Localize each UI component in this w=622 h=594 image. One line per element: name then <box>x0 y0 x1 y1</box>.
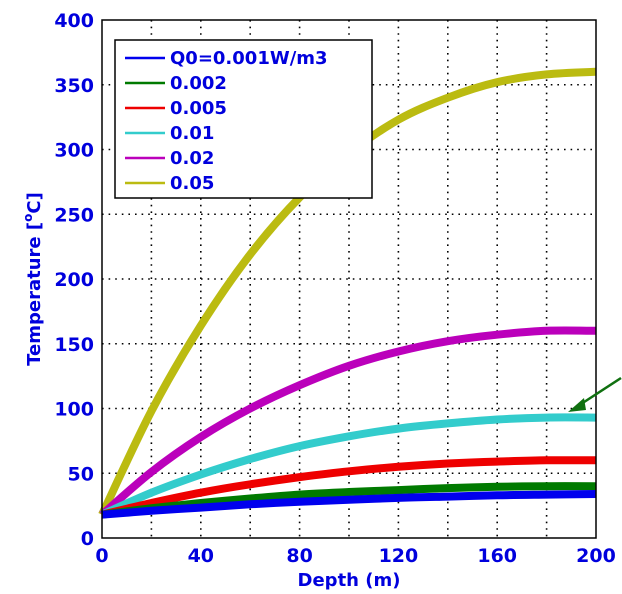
series-line <box>101 482 597 519</box>
x-tick-label: 0 <box>95 545 108 567</box>
y-tick-label: 200 <box>54 269 94 291</box>
y-tick-label: 300 <box>54 140 94 162</box>
legend: Q0=0.001W/m3 0.002 0.005 0.01 0.02 0.05 <box>114 39 373 199</box>
series-line <box>101 490 597 519</box>
y-axis-label: Temperature [oC] <box>21 192 45 366</box>
x-tick-labels: 0 40 80 120 160 200 <box>95 545 615 567</box>
series-line <box>101 456 597 519</box>
arrow-shaft <box>577 376 622 408</box>
x-tick-label: 160 <box>477 545 517 567</box>
y-axis-label-main: Temperature [ <box>24 222 45 366</box>
x-tick-label: 120 <box>379 545 419 567</box>
legend-label: 0.05 <box>170 173 214 194</box>
x-tick-label: 40 <box>188 545 214 567</box>
legend-label: Q0=0.001W/m3 <box>170 48 328 69</box>
y-tick-labels: 0 50 100 150 200 250 300 350 400 <box>54 10 94 550</box>
annotation-arrow <box>568 376 622 412</box>
y-tick-label: 50 <box>68 463 94 485</box>
y-tick-label: 100 <box>54 399 94 421</box>
x-tick-label: 80 <box>286 545 312 567</box>
y-axis-label-superscript: o <box>21 214 35 222</box>
x-axis-label: Depth (m) <box>298 570 401 591</box>
series-line <box>100 413 597 519</box>
y-tick-label: 400 <box>54 10 94 32</box>
y-axis-label-unit: C] <box>24 192 45 213</box>
y-tick-label: 150 <box>54 334 94 356</box>
legend-label: 0.005 <box>170 98 227 119</box>
arrow-head <box>568 398 586 412</box>
legend-label: 0.01 <box>170 123 214 144</box>
legend-label: 0.02 <box>170 148 214 169</box>
legend-label: 0.002 <box>170 73 227 94</box>
y-tick-label: 250 <box>54 204 94 226</box>
plot-frame <box>101 19 597 539</box>
y-tick-label: 0 <box>81 528 94 550</box>
y-tick-label: 350 <box>54 75 94 97</box>
series-line <box>99 326 597 518</box>
legend-box <box>114 39 373 199</box>
x-tick-label: 200 <box>576 545 616 567</box>
